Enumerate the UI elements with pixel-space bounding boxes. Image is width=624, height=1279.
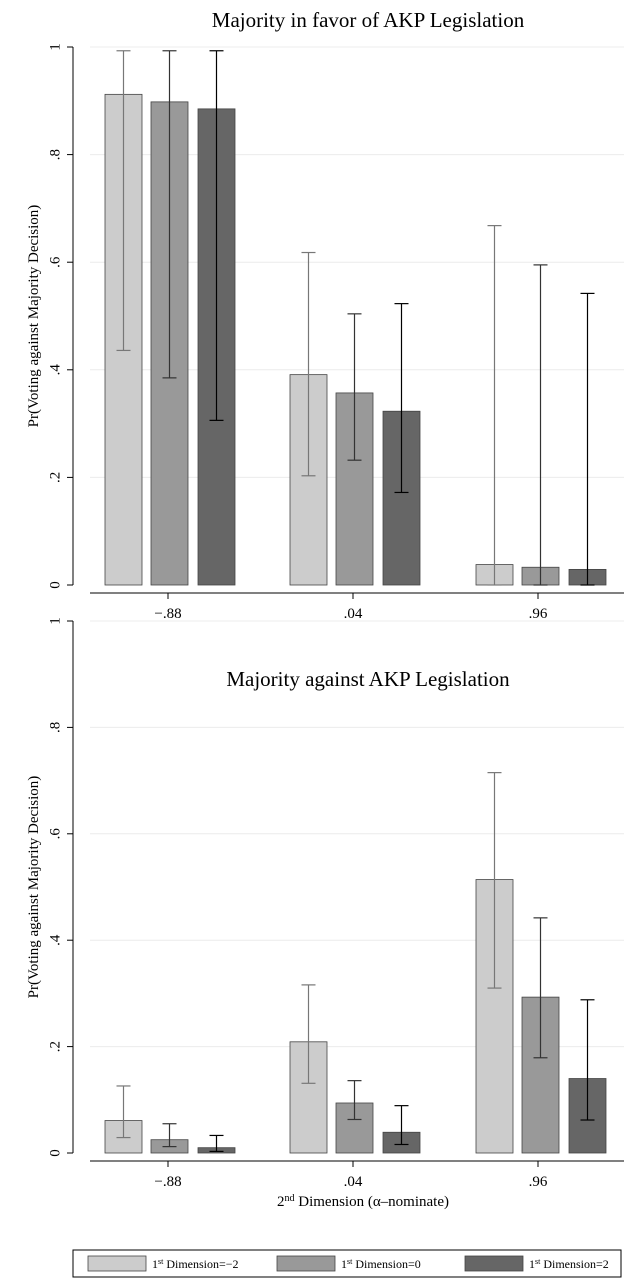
y-tick-label: .2	[47, 472, 63, 483]
y-tick-label: .6	[47, 828, 63, 840]
chart-title: Majority in favor of AKP Legislation	[212, 8, 525, 32]
y-tick-label: .6	[47, 256, 63, 268]
error-bar	[162, 1123, 177, 1148]
x-tick-label: .96	[529, 1174, 548, 1190]
error-bar	[116, 50, 131, 352]
legend-swatch	[87, 1255, 147, 1272]
legend-label: 1st Dimension=2	[529, 1257, 609, 1272]
error-bar	[580, 999, 595, 1121]
y-tick-label: .4	[47, 934, 63, 946]
x-tick-label: .04	[344, 1174, 363, 1190]
legend: 1st Dimension=−2 1st Dimension=0 1st Dimen…	[72, 1249, 622, 1278]
y-tick-label: .8	[47, 149, 63, 160]
y-tick-label: 0	[47, 581, 63, 589]
error-bar	[301, 984, 316, 1084]
error-bar	[209, 1134, 224, 1153]
x-tick-label: .04	[344, 606, 363, 622]
y-tick-label: .4	[47, 364, 63, 376]
error-bar	[301, 251, 316, 477]
x-axis-label: 2nd Dimension (α–nominate)	[277, 1193, 449, 1211]
legend-label: 1st Dimension=−2	[152, 1257, 239, 1272]
x-tick-label: −.88	[154, 1174, 181, 1190]
y-tick-label: 1	[47, 43, 63, 51]
y-axis-label: Pr(Voting against Majority Decision)	[26, 776, 42, 999]
error-bar	[533, 264, 548, 586]
error-bar	[347, 313, 362, 461]
error-bar	[533, 917, 548, 1059]
panel-top: Majority in favor of AKP Legislation 0 .2.…	[26, 8, 624, 622]
y-tick-label: .8	[47, 722, 63, 733]
panel-bottom: Majority against AKP Legislation 0 .2 .4 .6.…	[26, 617, 624, 1210]
error-bar	[487, 225, 502, 586]
y-tick-label: .2	[47, 1041, 63, 1052]
legend-item: 1st Dimension=0	[276, 1255, 421, 1272]
bar	[335, 1102, 374, 1154]
y-tick-label: 0	[47, 1149, 63, 1157]
error-bar	[394, 303, 409, 494]
error-bar	[116, 1085, 131, 1139]
x-tick-label: .96	[529, 606, 548, 622]
error-bar	[162, 50, 177, 379]
y-axis-label: Pr(Voting against Majority Decision)	[26, 205, 42, 428]
error-bar	[580, 292, 595, 586]
legend-item: 1st Dimension=−2	[87, 1255, 239, 1272]
x-tick-label: −.88	[154, 606, 181, 622]
legend-item: 1st Dimension=2	[464, 1255, 609, 1272]
chart-title: Majority against AKP Legislation	[226, 667, 510, 691]
error-bar	[209, 50, 224, 421]
y-tick-label: 1	[47, 617, 63, 625]
legend-label: 1st Dimension=0	[341, 1257, 421, 1272]
error-bar	[487, 772, 502, 989]
error-bar	[394, 1105, 409, 1146]
legend-box	[72, 1249, 622, 1278]
legend-swatch	[276, 1255, 336, 1272]
error-bar	[347, 1080, 362, 1121]
legend-swatch	[464, 1255, 524, 1272]
